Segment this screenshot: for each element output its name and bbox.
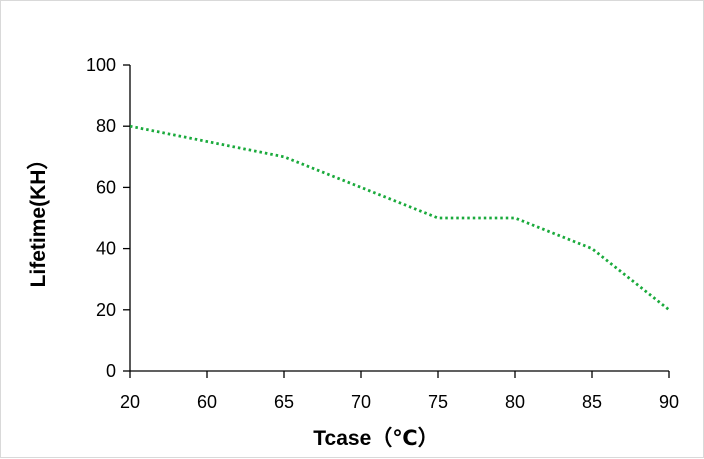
y-tick-label: 0	[106, 361, 116, 381]
axes	[129, 65, 669, 372]
x-tick-label: 75	[428, 392, 448, 412]
y-tick-label: 100	[86, 55, 116, 75]
x-tick-label: 85	[582, 392, 602, 412]
x-tick-label: 70	[351, 392, 371, 412]
x-axis-title: Tcase（℃）	[313, 426, 438, 450]
x-tick-label: 90	[659, 392, 679, 412]
y-tick-label: 60	[96, 177, 116, 197]
y-tick-label: 20	[96, 300, 116, 320]
x-tick-label: 60	[197, 392, 217, 412]
series-line	[129, 124, 670, 311]
y-tick-label: 40	[96, 239, 116, 259]
x-tick-label: 65	[274, 392, 294, 412]
y-tick-label: 80	[96, 116, 116, 136]
y-axis-title: Lifetime(KH）	[26, 149, 50, 288]
x-tick-label: 20	[120, 392, 140, 412]
x-axis-ticks: 20 60 65 70 75 80 85 90	[120, 371, 679, 412]
series-group	[129, 124, 670, 311]
y-axis-ticks: 0 20 40 60 80 100	[86, 55, 130, 381]
x-tick-label: 80	[505, 392, 525, 412]
